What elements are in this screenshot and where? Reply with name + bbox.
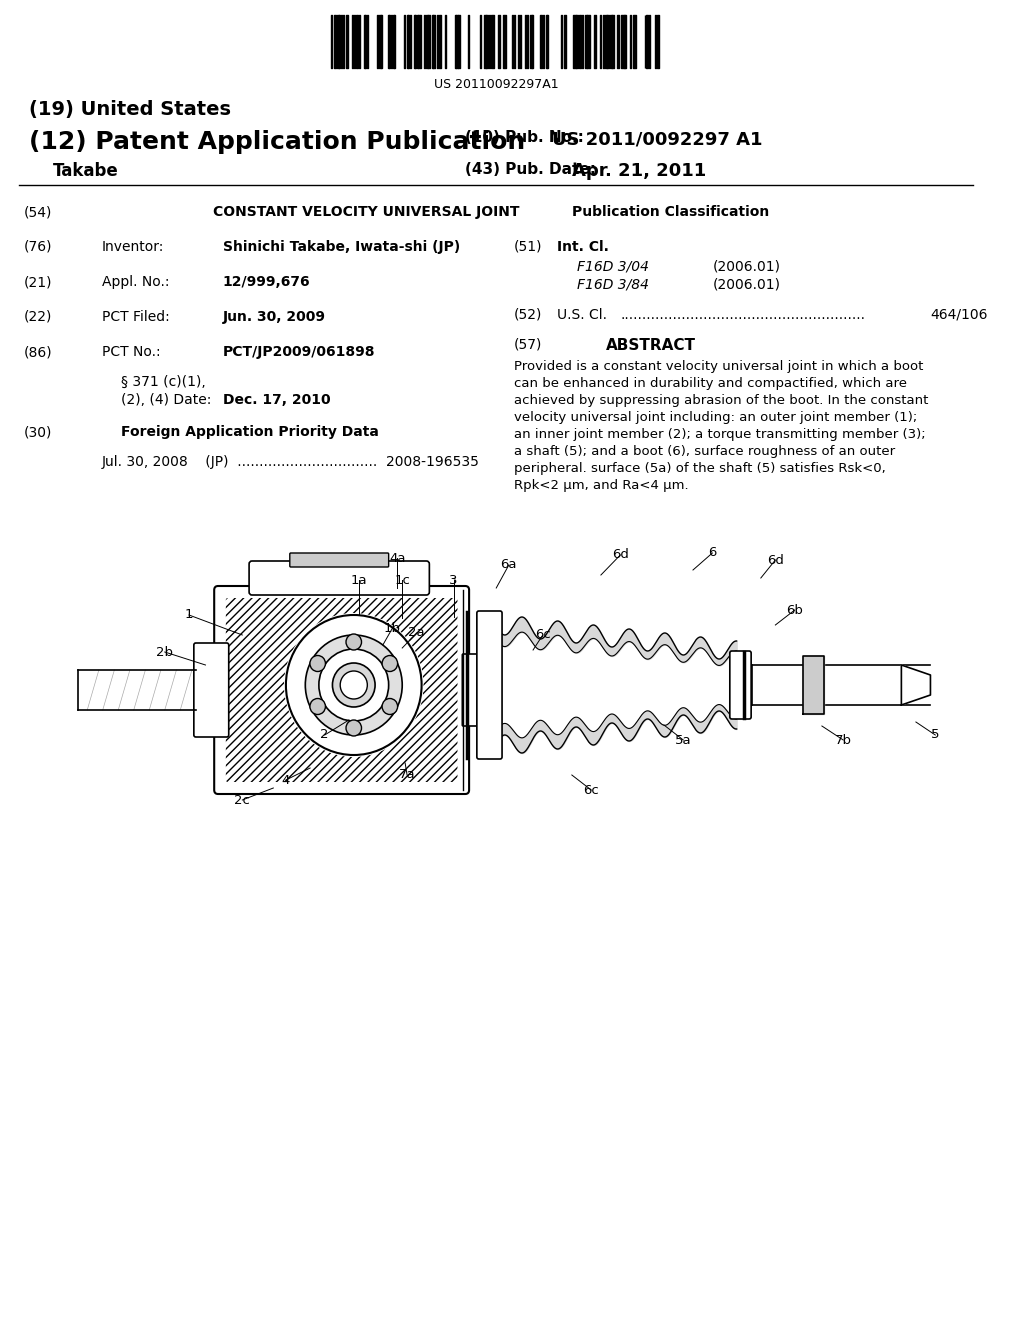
Text: (2006.01): (2006.01) (713, 279, 780, 292)
Text: velocity universal joint including: an outer joint member (1);: velocity universal joint including: an o… (514, 411, 916, 424)
Text: Provided is a constant velocity universal joint in which a boot: Provided is a constant velocity universa… (514, 360, 923, 374)
Text: US 2011/0092297 A1: US 2011/0092297 A1 (553, 129, 763, 148)
Text: ........................................................: ........................................… (621, 308, 865, 322)
Text: 4: 4 (282, 774, 290, 787)
Text: (54): (54) (25, 205, 52, 219)
Text: 1: 1 (184, 609, 194, 622)
Text: (21): (21) (25, 275, 52, 289)
Circle shape (310, 698, 326, 714)
Text: Int. Cl.: Int. Cl. (557, 240, 609, 253)
FancyBboxPatch shape (214, 586, 469, 795)
Circle shape (310, 656, 326, 672)
FancyBboxPatch shape (730, 651, 752, 719)
Text: 5a: 5a (675, 734, 691, 747)
Text: Jul. 30, 2008    (JP)  ................................  2008-196535: Jul. 30, 2008 (JP) .....................… (101, 455, 479, 469)
Text: 464/106: 464/106 (931, 308, 988, 322)
Text: (43) Pub. Date:: (43) Pub. Date: (465, 162, 596, 177)
Text: (22): (22) (25, 310, 52, 323)
Text: can be enhanced in durability and compactified, which are: can be enhanced in durability and compac… (514, 378, 906, 389)
Text: US 20110092297A1: US 20110092297A1 (434, 78, 558, 91)
Text: (12) Patent Application Publication: (12) Patent Application Publication (29, 129, 525, 154)
Text: (19) United States: (19) United States (29, 100, 231, 119)
Text: (10) Pub. No.:: (10) Pub. No.: (465, 129, 584, 145)
Text: (51): (51) (514, 240, 542, 253)
Text: § 371 (c)(1),: § 371 (c)(1), (121, 375, 206, 389)
Text: Dec. 17, 2010: Dec. 17, 2010 (223, 393, 331, 407)
Text: (2006.01): (2006.01) (713, 260, 780, 275)
Text: an inner joint member (2); a torque transmitting member (3);: an inner joint member (2); a torque tran… (514, 428, 926, 441)
Text: 2c: 2c (234, 793, 250, 807)
Polygon shape (901, 665, 931, 705)
Text: 1b: 1b (384, 622, 401, 635)
Circle shape (346, 634, 361, 649)
Text: (57): (57) (514, 338, 542, 352)
Text: 7a: 7a (398, 768, 416, 781)
Text: 6: 6 (709, 546, 717, 560)
FancyBboxPatch shape (249, 561, 429, 595)
Text: PCT/JP2009/061898: PCT/JP2009/061898 (223, 345, 376, 359)
Text: U.S. Cl.: U.S. Cl. (557, 308, 607, 322)
Text: CONSTANT VELOCITY UNIVERSAL JOINT: CONSTANT VELOCITY UNIVERSAL JOINT (213, 205, 520, 219)
Text: 5: 5 (931, 729, 940, 742)
Text: a shaft (5); and a boot (6), surface roughness of an outer: a shaft (5); and a boot (6), surface rou… (514, 445, 895, 458)
Circle shape (382, 656, 397, 672)
Circle shape (318, 649, 389, 721)
Text: PCT Filed:: PCT Filed: (101, 310, 170, 323)
Circle shape (286, 615, 422, 755)
FancyBboxPatch shape (477, 611, 502, 759)
Text: Rpk<2 μm, and Ra<4 μm.: Rpk<2 μm, and Ra<4 μm. (514, 479, 688, 492)
Circle shape (340, 671, 368, 700)
FancyBboxPatch shape (194, 643, 228, 737)
Text: 7b: 7b (835, 734, 852, 747)
Text: (52): (52) (514, 308, 542, 322)
Text: 2b: 2b (157, 645, 173, 659)
Circle shape (305, 635, 402, 735)
Circle shape (333, 663, 375, 708)
Text: Apr. 21, 2011: Apr. 21, 2011 (571, 162, 707, 180)
Text: Appl. No.:: Appl. No.: (101, 275, 169, 289)
Circle shape (346, 719, 361, 737)
Text: 3: 3 (450, 573, 458, 586)
Text: (30): (30) (25, 425, 52, 440)
Text: Shinichi Takabe, Iwata-shi (JP): Shinichi Takabe, Iwata-shi (JP) (223, 240, 460, 253)
Text: Takabe: Takabe (53, 162, 119, 180)
Text: ABSTRACT: ABSTRACT (606, 338, 695, 352)
Text: 6b: 6b (786, 603, 803, 616)
Text: 1a: 1a (350, 573, 367, 586)
Text: 1c: 1c (394, 573, 411, 586)
Text: (76): (76) (25, 240, 52, 253)
Text: 6c: 6c (584, 784, 599, 796)
Text: (86): (86) (25, 345, 53, 359)
Text: 2a: 2a (409, 627, 425, 639)
Text: achieved by suppressing abrasion of the boot. In the constant: achieved by suppressing abrasion of the … (514, 393, 928, 407)
FancyBboxPatch shape (462, 653, 488, 726)
Circle shape (382, 698, 397, 714)
Text: F16D 3/84: F16D 3/84 (577, 279, 648, 292)
Text: F16D 3/04: F16D 3/04 (577, 260, 648, 275)
Text: Foreign Application Priority Data: Foreign Application Priority Data (121, 425, 379, 440)
Text: 6c: 6c (535, 628, 551, 642)
Text: Publication Classification: Publication Classification (571, 205, 769, 219)
Text: (2), (4) Date:: (2), (4) Date: (121, 393, 212, 407)
Text: 2: 2 (321, 729, 329, 742)
Text: PCT No.:: PCT No.: (101, 345, 161, 359)
Text: 6d: 6d (767, 553, 783, 566)
Text: 6d: 6d (612, 549, 629, 561)
Circle shape (284, 612, 424, 756)
Text: 6a: 6a (501, 558, 517, 572)
Text: 4a: 4a (389, 552, 406, 565)
Text: Jun. 30, 2009: Jun. 30, 2009 (223, 310, 326, 323)
Text: Inventor:: Inventor: (101, 240, 164, 253)
FancyBboxPatch shape (290, 553, 389, 568)
Text: peripheral. surface (5a) of the shaft (5) satisfies Rsk<0,: peripheral. surface (5a) of the shaft (5… (514, 462, 886, 475)
Text: 12/999,676: 12/999,676 (223, 275, 310, 289)
